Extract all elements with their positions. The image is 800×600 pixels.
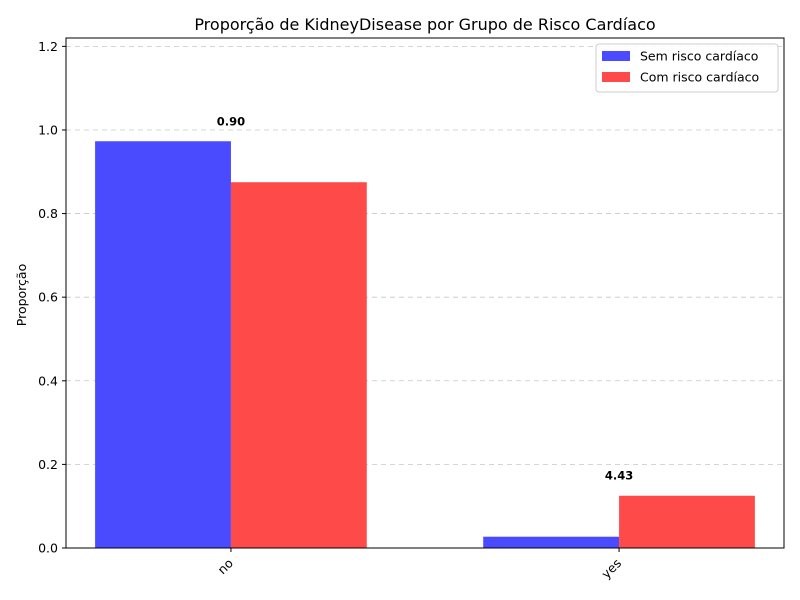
y-tick-label: 0.8	[38, 206, 58, 221]
bars-layer	[95, 141, 755, 549]
x-tick-label: yes	[598, 556, 624, 582]
chart-title: Proporção de KidneyDisease por Grupo de …	[194, 15, 655, 34]
legend: Sem risco cardíaco Com risco cardíaco	[595, 43, 779, 93]
legend-entry: Sem risco cardíaco	[640, 49, 758, 64]
y-tick-label: 0.6	[38, 290, 58, 305]
legend-box	[595, 43, 779, 93]
plot-frame	[65, 37, 785, 549]
y-tick-label: 0.0	[38, 541, 58, 556]
x-tick-label: no	[214, 556, 236, 578]
legend-swatch	[602, 72, 630, 82]
bar-com-risco-cardíaco-no	[230, 182, 367, 548]
y-tick-label: 0.2	[38, 457, 58, 472]
y-tick-label: 1.0	[38, 122, 58, 137]
axes-layer: 0.0 0.2 0.4 0.6 0.8 1.0 1.2 no yes	[38, 37, 785, 582]
legend-entry: Com risco cardíaco	[640, 70, 759, 85]
data-label: 4.43	[605, 469, 633, 483]
bar-sem-risco-cardíaco-yes	[483, 536, 620, 548]
bar-sem-risco-cardíaco-no	[95, 141, 231, 549]
y-tick-label: 0.4	[38, 373, 58, 388]
y-axis-label: Proporção	[14, 264, 29, 326]
y-tick-label: 1.2	[38, 39, 58, 54]
legend-swatch	[602, 51, 630, 61]
bar-com-risco-cardíaco-yes	[619, 495, 755, 548]
labels-layer: 0.90 4.43	[217, 114, 633, 482]
data-label: 0.90	[217, 114, 245, 128]
